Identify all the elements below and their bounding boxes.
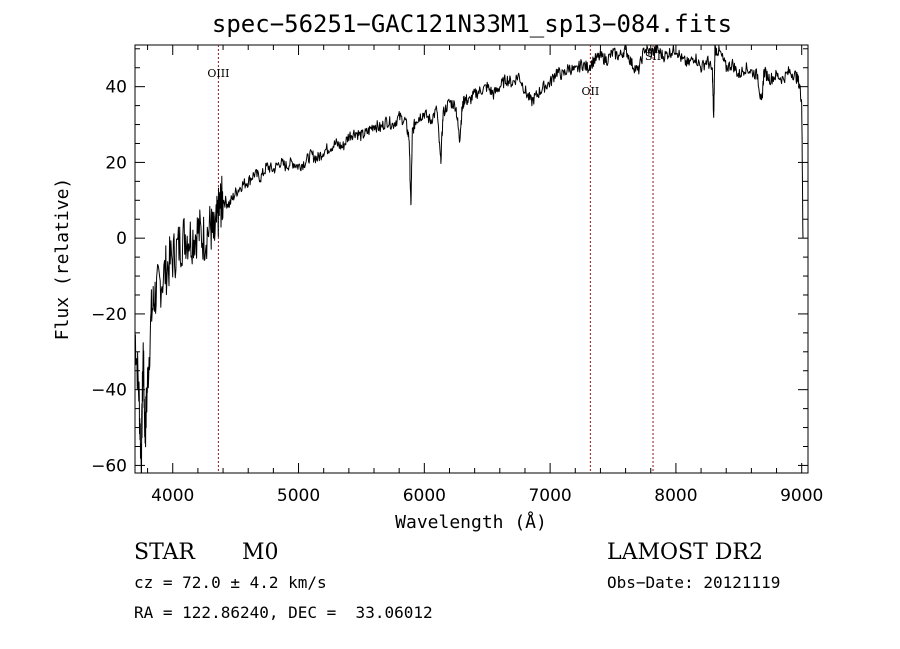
y-tick-label: 20 [105,153,127,173]
obs-date-text: Obs−Date: 20121119 [607,573,781,592]
x-tick-label: 6000 [403,486,446,506]
x-tick-label: 7000 [528,486,571,506]
y-tick-label: 40 [105,78,127,98]
plot-frame [134,44,809,474]
coordinates-text: RA = 122.86240, DEC = 33.06012 [134,603,433,622]
object-class: STAR [134,540,195,565]
y-tick-label: 0 [116,229,127,249]
x-tick-label: 8000 [654,486,697,506]
spectrum-line [134,44,804,474]
line-marker-label: OII [582,85,600,98]
object-subclass: M0 [242,540,279,565]
survey-label: LAMOST DR2 [607,540,763,565]
velocity-text: cz = 72.0 ± 4.2 km/s [134,573,327,592]
x-tick-label: 5000 [277,486,320,506]
x-tick-label: 9000 [780,486,823,506]
spectrum-series [134,44,804,474]
x-tick-label: 4000 [151,486,194,506]
y-tick-label: −40 [91,381,127,401]
y-axis-title: Flux (relative) [52,178,73,341]
y-tick-label: −20 [91,305,127,325]
chart-title: spec−56251−GAC121N33M1_sp13−084.fits [212,10,732,38]
y-tick-label: −60 [91,456,127,476]
axis-ticks: 4000 5000 6000 7000 8000 9000 −60 −40 −20 0 20 40 [91,45,823,506]
line-marker-label: OIII [207,67,229,80]
x-axis-title: Wavelength (Å) [395,511,547,533]
